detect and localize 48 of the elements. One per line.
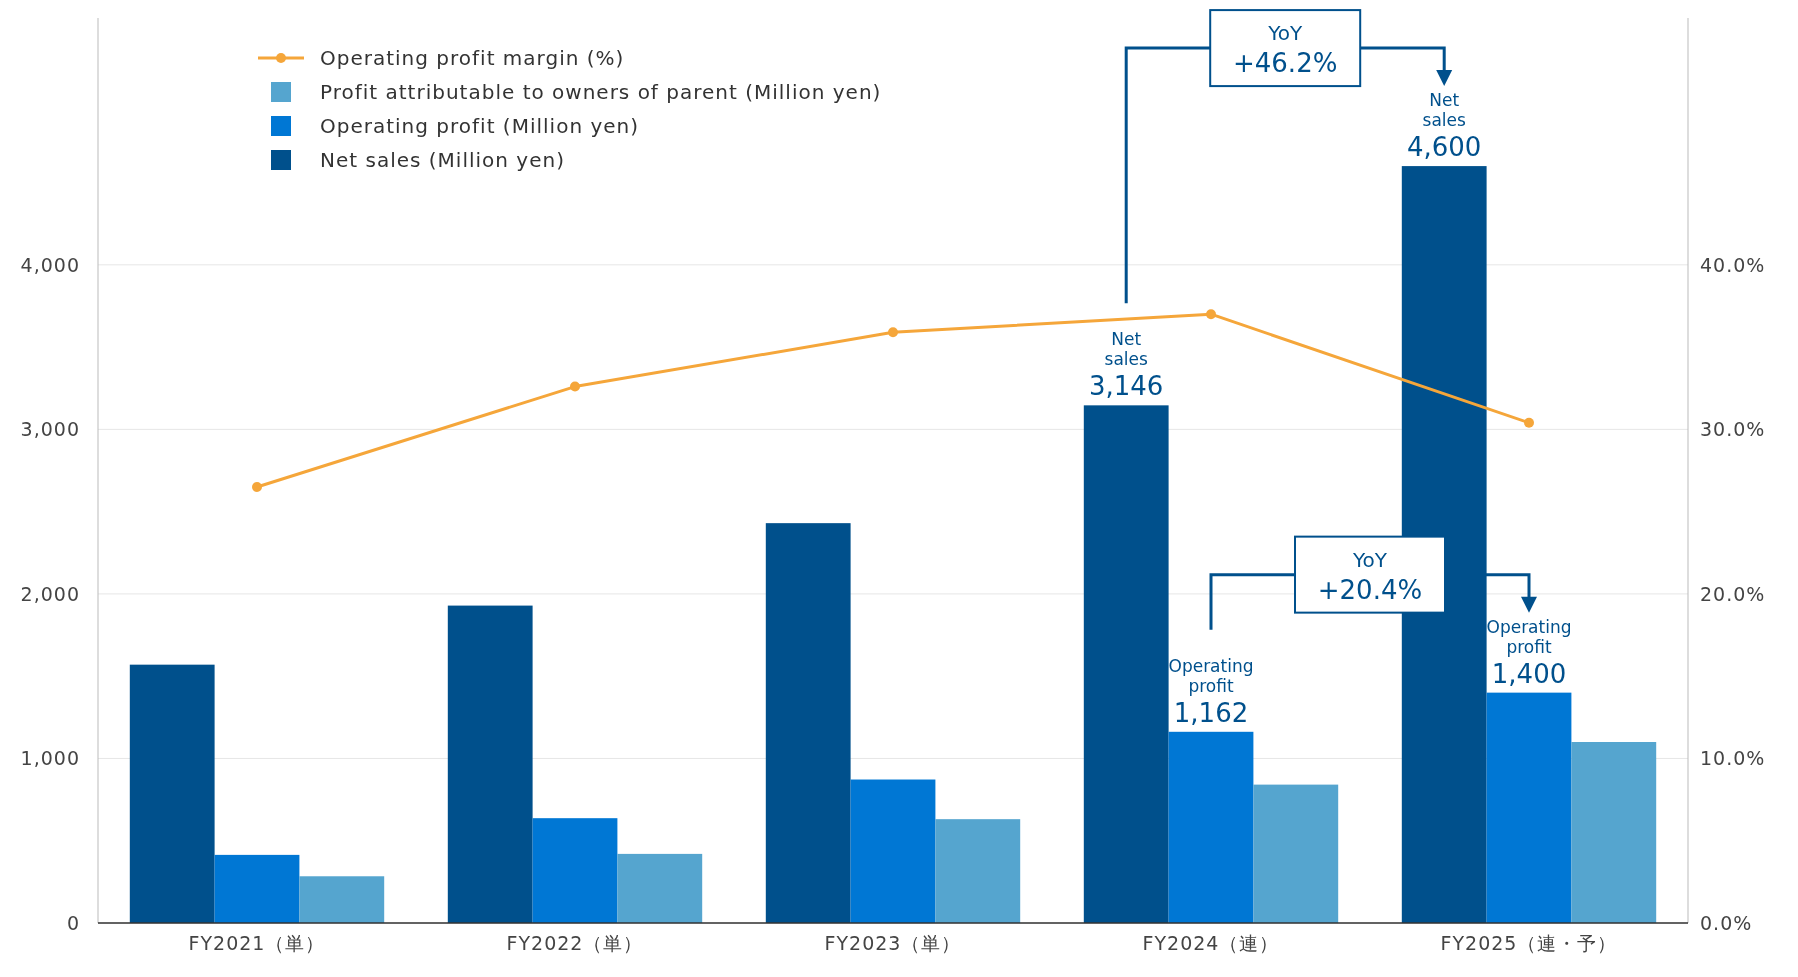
data-label: 4,600 (1406, 132, 1482, 163)
bar (617, 853, 703, 923)
y-tick-label: 0 (66, 912, 80, 934)
legend-label: Operating profit margin (%) (320, 46, 625, 70)
point (252, 481, 262, 492)
bar (1083, 405, 1169, 923)
bar (214, 854, 300, 923)
bar (299, 876, 385, 923)
bar (765, 523, 851, 923)
data-label: 3,146 (1088, 371, 1164, 402)
legend-label: Operating profit (Million yen) (320, 114, 640, 138)
annotation: YoY +46.2% (1233, 21, 1338, 79)
bar (1253, 784, 1339, 923)
y2-tick-label: 10.0% (1700, 747, 1766, 770)
annotation: Operating profit (1486, 616, 1572, 657)
y2-tick-label: 30.0% (1700, 418, 1766, 441)
x-tick-label: FY2023（単） (824, 932, 962, 954)
x-tick-label: FY2024（連） (1142, 932, 1280, 954)
y2-tick-label: 20.0% (1700, 582, 1766, 605)
point (888, 327, 898, 338)
data-label: 1,162 (1173, 697, 1249, 728)
bar (447, 605, 533, 923)
bar (1486, 692, 1572, 923)
y-tick-label: 2,000 (20, 582, 80, 605)
legend-label: Profit attributable to owners of parent (Million yen) (320, 80, 882, 104)
bar (532, 818, 618, 923)
bar (850, 779, 936, 923)
point (1206, 309, 1216, 320)
y-tick-label: 4,000 (20, 253, 80, 276)
bar (935, 819, 1021, 923)
annotation: Net sales (1104, 329, 1148, 370)
x-tick-label: FY2022（単） (506, 932, 644, 954)
data-label: 1,400 (1491, 658, 1567, 689)
annotation: YoY +20.4% (1317, 547, 1423, 605)
y-tick-label: 1,000 (20, 747, 80, 770)
x-tick-label: FY2025（連・予） (1440, 932, 1618, 954)
bar (1571, 742, 1657, 923)
point (570, 381, 580, 392)
point (1524, 417, 1534, 428)
annotation: Operating profit (1168, 655, 1254, 696)
y-tick-label: 3,000 (20, 418, 80, 441)
bar (129, 664, 215, 923)
legend-label: Net sales (Million yen) (320, 148, 565, 172)
y2-tick-label: 40.0% (1700, 253, 1766, 276)
x-tick-label: FY2021（単） (188, 932, 326, 954)
annotation: Net sales (1422, 90, 1466, 131)
bar (1168, 731, 1254, 923)
y2-tick-label: 0.0% (1700, 912, 1753, 934)
